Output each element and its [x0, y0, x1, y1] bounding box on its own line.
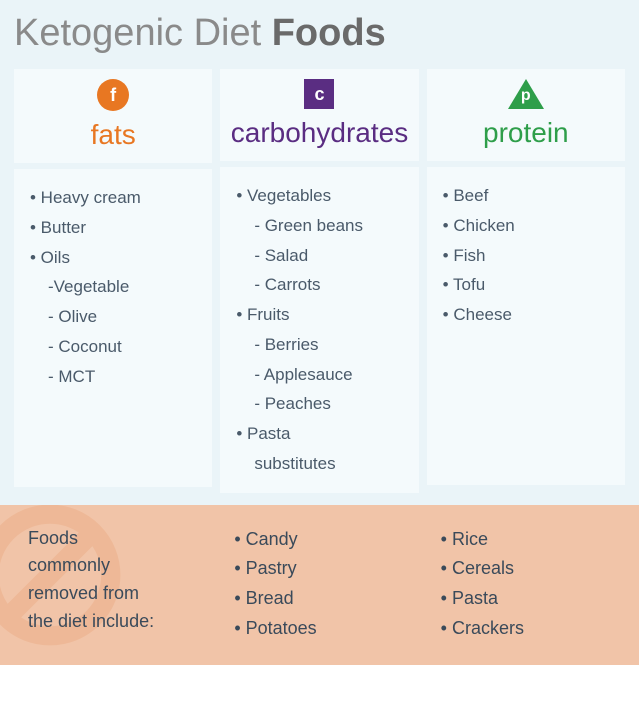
fats-icon: f [97, 79, 129, 111]
list-item: • Vegetables [236, 181, 406, 211]
column-carbs: c carbohydrates • Vegetables- Green bean… [220, 69, 418, 493]
columns: f fats • Heavy cream• Butter• Oils-Veget… [14, 69, 625, 493]
list-item: • Fruits [236, 300, 406, 330]
list-item: - Applesauce [236, 360, 406, 390]
list-item: • Tofu [443, 270, 613, 300]
list-item: - Berries [236, 330, 406, 360]
list-item: • Chicken [443, 211, 613, 241]
list-item: - Coconut [30, 332, 200, 362]
fats-header: f fats [14, 69, 212, 163]
list-item: - Peaches [236, 389, 406, 419]
column-fats: f fats • Heavy cream• Butter• Oils-Veget… [14, 69, 212, 493]
fats-label: fats [14, 119, 212, 151]
footer-label: Foods commonly removed from the diet inc… [14, 525, 212, 644]
list-item: -Vegetable [30, 272, 200, 302]
fats-list: • Heavy cream• Butter• Oils-Vegetable- O… [14, 169, 212, 487]
list-item: • Potatoes [234, 614, 418, 644]
list-item: • Oils [30, 243, 200, 273]
carbs-label: carbohydrates [220, 117, 418, 149]
protein-label: protein [427, 117, 625, 149]
footer-list-1: • Candy• Pastry• Bread• Potatoes [220, 525, 418, 644]
list-item: • Cheese [443, 300, 613, 330]
column-protein: p protein • Beef• Chicken• Fish• Tofu• C… [427, 69, 625, 493]
list-item: • Rice [441, 525, 625, 555]
list-item: - Carrots [236, 270, 406, 300]
list-item: • Pastry [234, 554, 418, 584]
list-item: • Pasta [441, 584, 625, 614]
list-item: - Olive [30, 302, 200, 332]
protein-header: p protein [427, 69, 625, 161]
title-part2: Foods [272, 12, 386, 54]
footer-removed-foods: Foods commonly removed from the diet inc… [0, 505, 639, 666]
carbs-list: • Vegetables- Green beans- Salad- Carrot… [220, 167, 418, 493]
list-item: • Candy [234, 525, 418, 555]
list-item: • Beef [443, 181, 613, 211]
footer-list-2: • Rice• Cereals• Pasta• Crackers [427, 525, 625, 644]
list-item: - Salad [236, 241, 406, 271]
title-part1: Ketogenic Diet [14, 12, 272, 54]
list-item: - MCT [30, 362, 200, 392]
page-title: Ketogenic Diet Foods [14, 12, 625, 55]
carbs-icon: c [304, 79, 334, 109]
list-item: • Butter [30, 213, 200, 243]
list-item: • Fish [443, 241, 613, 271]
list-item: substitutes [236, 449, 406, 479]
protein-list: • Beef• Chicken• Fish• Tofu• Cheese [427, 167, 625, 485]
list-item: • Heavy cream [30, 183, 200, 213]
list-item: • Pasta [236, 419, 406, 449]
list-item: • Cereals [441, 554, 625, 584]
carbs-header: c carbohydrates [220, 69, 418, 161]
protein-icon: p [508, 79, 544, 109]
list-item: • Crackers [441, 614, 625, 644]
infographic: Ketogenic Diet Foods f fats • Heavy crea… [0, 0, 639, 505]
list-item: • Bread [234, 584, 418, 614]
list-item: - Green beans [236, 211, 406, 241]
